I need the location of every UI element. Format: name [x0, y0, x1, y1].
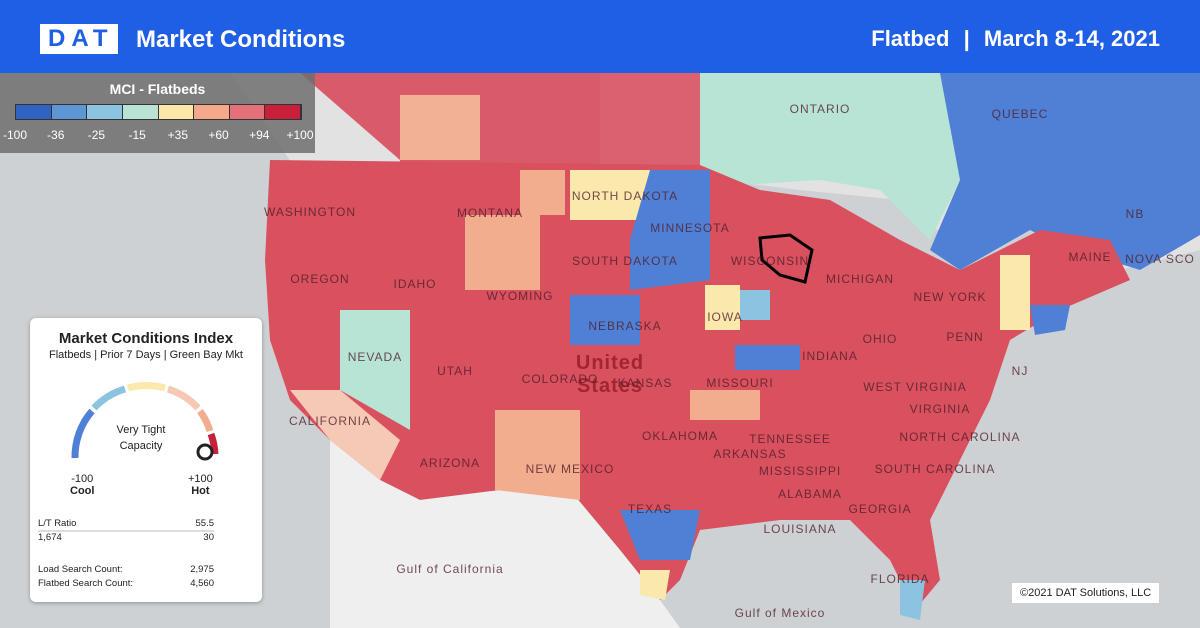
map-label: CALIFORNIA [288, 414, 371, 428]
map-label: OHIO [862, 332, 898, 346]
stat-label: L/T Ratio [38, 518, 77, 529]
map-label: MICHIGAN [826, 272, 894, 286]
equipment: Flatbed [871, 26, 950, 51]
map-label: NORTH DAKOTA [571, 189, 679, 203]
header-title: Market Conditions [136, 26, 346, 53]
separator: | [963, 26, 970, 51]
map-label: FLORIDA [870, 572, 930, 586]
map-label: PENN [946, 330, 984, 344]
legend: MCI - Flatbeds -100 -36 -25 -15 +35 +60 +94 +10… [0, 73, 315, 153]
legend-swatch [16, 105, 52, 119]
map-label: IDAHO [393, 277, 437, 291]
legend-swatch [122, 105, 159, 119]
map-label: SOUTH DAKOTA [572, 254, 678, 268]
map-label: TEXAS [627, 502, 673, 516]
map-label: MONTANA [456, 206, 524, 220]
min-label: -100 [71, 473, 94, 485]
ratio-bar [38, 530, 214, 532]
legend-label: +60 [208, 128, 229, 142]
gauge-max: +100 Hot [188, 473, 213, 497]
gauge-min: -100 Cool [70, 473, 94, 497]
legend-title: MCI - Flatbeds [109, 81, 206, 97]
stat-value: 4,560 [190, 578, 214, 589]
map-label: ALABAMA [778, 487, 842, 501]
legend-swatch [265, 105, 301, 119]
map-label: NEVADA [347, 350, 403, 364]
stat-row: 1,674 30 [38, 532, 214, 543]
map-label: LOUISIANA [763, 522, 837, 536]
stat-label: Flatbed Search Count: [38, 578, 134, 589]
map-label: MINNESOTA [650, 221, 730, 235]
map-label: UTAH [437, 364, 473, 378]
map-label: NJ [1011, 364, 1029, 378]
map-label: KANSAS [617, 376, 673, 390]
legend-swatch [51, 105, 88, 119]
map-label: IOWA [707, 310, 743, 324]
map-label: VIRGINIA [909, 402, 971, 416]
map-label: ARIZONA [419, 456, 481, 470]
map-label: MAINE [1068, 250, 1112, 264]
map-label: United States [575, 352, 645, 397]
legend-label: +100 [286, 128, 314, 142]
map-label: NB [1125, 207, 1145, 221]
map-label: SOUTH CAROLINA [874, 462, 996, 476]
stat-row: Load Search Count: 2,975 [38, 564, 214, 575]
map-label: WEST VIRGINIA [863, 380, 967, 394]
date: March 8-14, 2021 [983, 26, 1160, 51]
map-label: GEORGIA [848, 502, 912, 516]
stat-label: Load Search Count: [38, 564, 123, 575]
map-label: WYOMING [486, 289, 554, 303]
legend-label: -25 [87, 128, 106, 142]
legend-label: +35 [167, 128, 189, 142]
map-label: OKLAHOMA [641, 429, 718, 443]
stat-value: 30 [203, 532, 214, 543]
legend-label: +94 [249, 128, 270, 142]
gauge [71, 382, 219, 461]
map-label: MISSOURI [706, 376, 774, 390]
map-label: WISCONSIN [730, 254, 810, 268]
max-label: +100 [188, 473, 213, 485]
copyright: ©2021 DAT Solutions, LLC [1012, 583, 1160, 603]
map-label: QUEBEC [991, 107, 1049, 121]
map-label: Gulf of California [396, 562, 504, 576]
map-label: NEW YORK [913, 290, 987, 304]
max-text: Hot [191, 485, 210, 497]
map-label: WASHINGTON [263, 205, 356, 219]
header: DAT Market Conditions Flatbed | March 8-… [0, 0, 1200, 73]
legend-swatch [229, 105, 266, 119]
map-label: MISSISSIPPI [758, 464, 842, 478]
mci-card: Market Conditions Index Flatbeds | Prior… [30, 318, 262, 602]
header-right: Flatbed | March 8-14, 2021 [871, 26, 1160, 52]
legend-swatch [158, 105, 195, 119]
stat-row: L/T Ratio 55.5 [38, 518, 214, 529]
legend-swatch [87, 105, 123, 119]
map-label: ONTARIO [789, 102, 851, 116]
stat-label: 1,674 [38, 532, 62, 543]
card-subtitle: Flatbeds | Prior 7 Days | Green Bay Mkt [48, 349, 243, 361]
map-label: Gulf of Mexico [734, 606, 826, 620]
legend-label: -15 [128, 128, 146, 142]
legend-bar [15, 104, 302, 120]
map-label: TENNESSEE [749, 432, 831, 446]
map-label: COLORADO [521, 372, 599, 386]
legend-label: -36 [47, 128, 65, 142]
legend-label: -100 [2, 128, 28, 142]
stat-row: Flatbed Search Count: 4,560 [38, 578, 214, 589]
map-label: OREGON [290, 272, 350, 286]
gauge-label: Very Tight Capacity [116, 424, 166, 452]
logo: DAT [40, 24, 118, 54]
map-label: INDIANA [802, 349, 858, 363]
map-label: NEW MEXICO [525, 462, 615, 476]
stat-value: 55.5 [195, 518, 215, 529]
min-text: Cool [70, 485, 95, 497]
map-label: NEBRASKA [588, 319, 662, 333]
card-title: Market Conditions Index [58, 330, 234, 347]
legend-swatch [194, 105, 230, 119]
map-label: NOVA SCO [1125, 252, 1195, 266]
map-label: ARKANSAS [713, 447, 787, 461]
stat-value: 2,975 [190, 564, 214, 575]
map-label: NORTH CAROLINA [899, 430, 1021, 444]
